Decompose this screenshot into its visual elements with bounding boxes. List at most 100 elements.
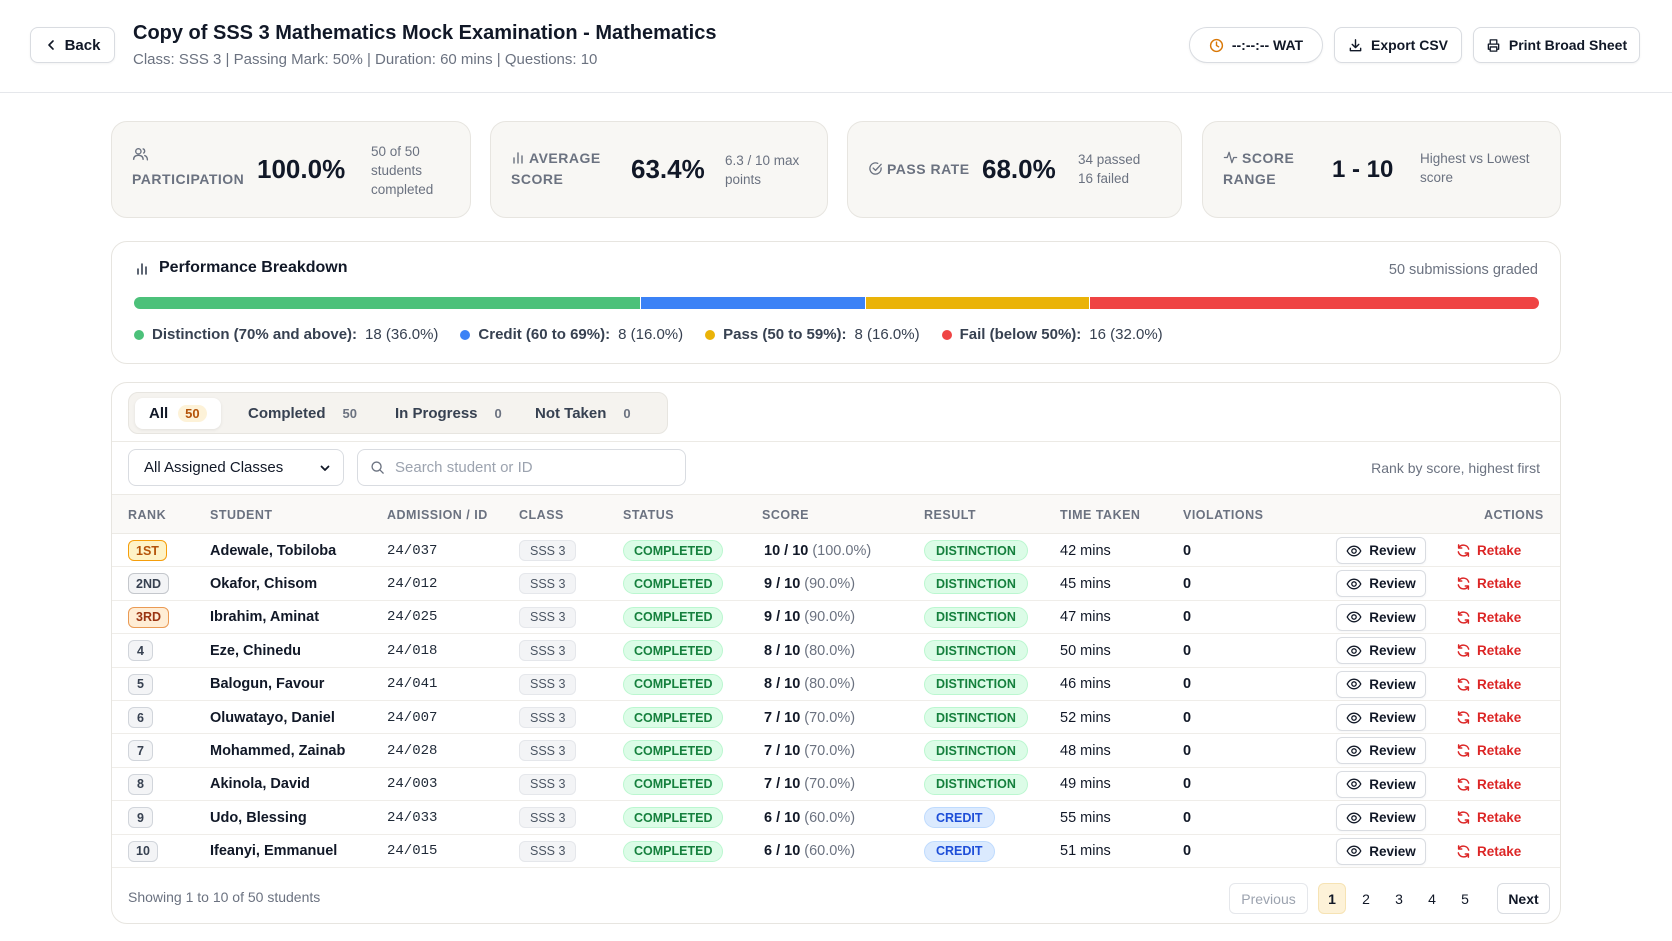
rank-badge: 7 [128,740,153,762]
retake-button[interactable]: Retake [1456,777,1521,792]
retake-label: Retake [1477,776,1522,792]
page-1-button[interactable]: 1 [1318,883,1346,914]
student-name[interactable]: Mohammed, Zainab [210,742,346,759]
student-name[interactable]: Okafor, Chisom [210,575,318,592]
review-button[interactable]: Review [1336,704,1426,731]
retake-button[interactable]: Retake [1456,710,1521,725]
next-page-button[interactable]: Next [1497,883,1550,914]
student-name[interactable]: Ibrahim, Aminat [210,609,320,626]
export-csv-button[interactable]: Export CSV [1334,27,1462,63]
refresh-icon [1457,610,1470,624]
retake-button[interactable]: Retake [1456,743,1521,758]
previous-page-button[interactable]: Previous [1229,883,1308,914]
class-filter-select[interactable]: All Assigned Classes [128,449,344,486]
violations: 0 [1183,742,1192,759]
print-broad-sheet-label: Print Broad Sheet [1508,37,1628,53]
score-value: 10 / 10 [764,542,809,559]
retake-label: Retake [1477,576,1522,592]
score-value: 7 / 10 [764,709,801,726]
performance-segment [864,297,1090,309]
retake-button[interactable]: Retake [1456,576,1521,591]
student-name[interactable]: Eze, Chinedu [210,642,302,659]
rank-badge: 1ST [128,540,167,561]
admission-id: 24/041 [387,676,438,693]
legend-dot [460,329,471,340]
legend-value: 8 (16.0%) [854,326,920,343]
table-row: 8 Akinola, David 24/003 SSS 3 COMPLETED 7 / 1… [112,768,1560,802]
legend-dot [134,329,144,340]
rank-note: Rank by score, highest first [1371,460,1540,476]
pass-rate-card: Pass Rate 68.0% 34 passed 16 failed [847,121,1182,218]
search-field[interactable] [357,449,686,486]
search-input[interactable] [395,459,665,476]
table-row: 9 Udo, Blessing 24/033 SSS 3 COMPLETED 6 / 10… [112,801,1560,835]
review-label: Review [1369,710,1416,725]
review-button[interactable]: Review [1336,837,1426,865]
student-name[interactable]: Akinola, David [210,776,310,793]
rank-badge: 8 [128,773,153,795]
student-name[interactable]: Ifeanyi, Emmanuel [210,843,338,860]
printer-icon [1487,38,1500,52]
page-4-button[interactable]: 4 [1428,890,1436,907]
review-button[interactable]: Review [1336,637,1426,665]
retake-button[interactable]: Retake [1456,844,1521,859]
status-badge: COMPLETED [623,807,724,829]
refresh-icon [1457,844,1470,858]
table-row: 10 Ifeanyi, Emmanuel 24/015 SSS 3 COMPLETED 6… [112,835,1560,868]
score-range-card: Score Range 1 - 10 Highest vs Lowest scor… [1202,121,1561,218]
review-button[interactable]: Review [1336,570,1426,598]
tab-all[interactable]: All 50 [135,398,221,429]
student-name[interactable]: Balogun, Favour [210,676,325,693]
retake-button[interactable]: Retake [1456,677,1521,692]
review-label: Review [1369,543,1416,558]
print-broad-sheet-button[interactable]: Print Broad Sheet [1473,27,1640,63]
student-name[interactable]: Adewale, Tobiloba [210,542,337,559]
score-value: 8 / 10 [764,676,801,693]
review-button[interactable]: Review [1336,804,1426,832]
retake-button[interactable]: Retake [1456,810,1521,825]
score-percent: (70.0%) [804,776,856,793]
review-button[interactable]: Review [1336,770,1426,798]
review-button[interactable]: Review [1336,670,1426,698]
review-button[interactable]: Review [1336,603,1426,631]
review-label: Review [1369,810,1416,826]
score-percent: (80.0%) [804,676,856,693]
column-header: RESULT [924,508,977,522]
score: 10 / 10 (100.0%) [764,534,871,567]
score: 6 / 10 (60.0%) [764,801,855,834]
legend-value: 16 (32.0%) [1089,326,1163,343]
legend-item: Pass (50 to 59%): 8 (16.0%) [705,326,920,343]
back-button[interactable]: Back [30,27,115,63]
rank-badge: 4 [128,640,153,662]
tab-in-progress[interactable]: In Progress 0 [381,398,523,429]
retake-button[interactable]: Retake [1456,610,1521,625]
result-badge: DISTINCTION [924,673,1028,695]
retake-button[interactable]: Retake [1456,543,1521,558]
admission-id: 24/037 [387,542,438,559]
score-value: 7 / 10 [764,742,801,759]
review-button[interactable]: Review [1336,537,1426,564]
tab-count: 50 [178,405,207,422]
page-2-button[interactable]: 2 [1362,890,1370,907]
rank-badge: 6 [128,707,153,728]
student-name[interactable]: Oluwatayo, Daniel [210,709,335,726]
bar-chart-icon [137,263,147,275]
page-3-button[interactable]: 3 [1395,890,1403,907]
score-percent: (90.0%) [804,609,856,626]
retake-label: Retake [1477,643,1522,659]
refresh-icon [1457,744,1470,758]
score-range-note: Highest vs Lowest score [1420,151,1530,185]
eye-icon [1346,745,1362,757]
eye-icon [1346,812,1362,824]
status-badge: COMPLETED [623,673,724,695]
tab-not-taken[interactable]: Not Taken 0 [521,398,652,429]
review-button[interactable]: Review [1336,737,1426,765]
retake-label: Retake [1477,710,1522,725]
time-taken: 49 mins [1060,776,1111,793]
student-name[interactable]: Udo, Blessing [210,809,307,826]
page-5-button[interactable]: 5 [1461,890,1469,907]
violations: 0 [1183,642,1192,659]
tab-completed[interactable]: Completed 50 [234,398,378,429]
retake-button[interactable]: Retake [1456,643,1521,658]
search-icon [371,461,384,474]
